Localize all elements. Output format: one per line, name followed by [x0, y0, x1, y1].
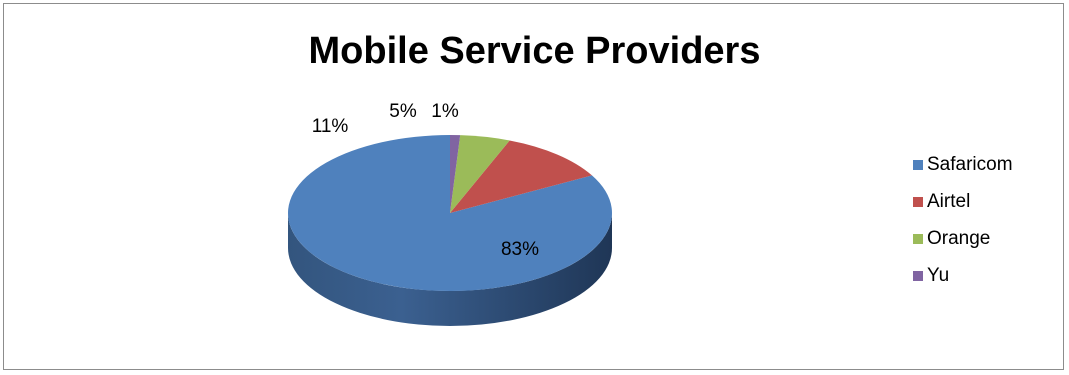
legend-item-yu: Yu	[913, 257, 1013, 294]
pie-side-wall	[288, 213, 612, 326]
pie-side	[288, 213, 612, 326]
legend-label: Safaricom	[927, 153, 1013, 175]
legend-item-orange: Orange	[913, 220, 1013, 257]
legend-label: Orange	[927, 227, 991, 249]
legend-swatch	[913, 159, 923, 170]
legend-item-airtel: Airtel	[913, 183, 1013, 220]
data-label-yu: 1%	[431, 101, 459, 122]
data-label-orange: 5%	[389, 101, 417, 122]
legend-label: Yu	[927, 264, 950, 286]
legend-swatch	[913, 233, 923, 244]
pie-slice-safaricom	[287, 135, 612, 291]
legend: Safaricom Airtel Orange Yu	[913, 146, 1013, 294]
chart-title: Mobile Service Providers	[308, 30, 761, 72]
pie-slice-airtel	[450, 140, 592, 213]
pie-labels: 83% 11% 5% 1%	[312, 101, 539, 260]
legend-item-safaricom: Safaricom	[913, 146, 1013, 183]
pie-slice-yu	[450, 135, 461, 213]
legend-swatch	[913, 270, 923, 281]
pie-top	[287, 135, 612, 291]
legend-swatch	[913, 196, 923, 207]
data-label-safaricom: 83%	[501, 239, 539, 260]
pie-slice-orange	[450, 135, 510, 213]
legend-label: Airtel	[927, 190, 971, 212]
data-label-airtel: 11%	[312, 116, 349, 137]
